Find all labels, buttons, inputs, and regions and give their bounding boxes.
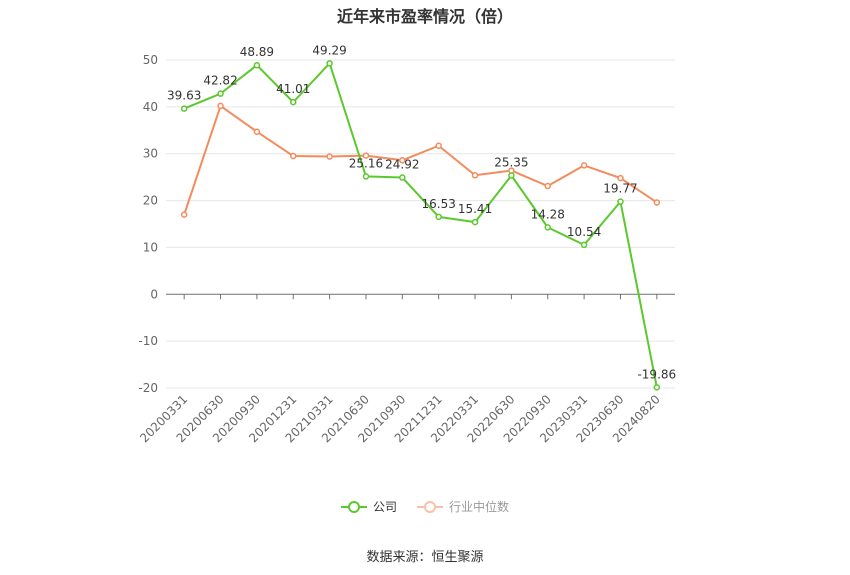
company-data-label: 25.16 bbox=[349, 156, 383, 170]
y-tick-label: 50 bbox=[143, 53, 158, 67]
legend-item-industry-median[interactable]: 行业中位数 bbox=[417, 498, 509, 515]
company-data-label: 14.28 bbox=[531, 207, 565, 221]
industry-median-point bbox=[217, 102, 224, 110]
company-data-label: 15.41 bbox=[458, 202, 492, 216]
y-tick-label: -10 bbox=[138, 334, 158, 348]
company-point bbox=[399, 174, 406, 181]
y-tick-label: 10 bbox=[143, 240, 158, 254]
legend-industry-label: 行业中位数 bbox=[449, 500, 510, 514]
legend-industry-symbol bbox=[417, 500, 443, 514]
company-data-label: 24.92 bbox=[385, 158, 419, 172]
company-data-label: 16.53 bbox=[421, 197, 455, 211]
legend-company-label: 公司 bbox=[372, 500, 397, 514]
company-point bbox=[217, 90, 224, 97]
legend: 公司 行业中位数 bbox=[0, 498, 850, 515]
legend-item-company[interactable]: 公司 bbox=[340, 498, 397, 515]
series bbox=[180, 60, 661, 391]
legend-company-symbol bbox=[340, 500, 367, 514]
company-data-label: 10.54 bbox=[567, 225, 601, 239]
company-data-label: 39.63 bbox=[167, 89, 201, 103]
industry-median-point bbox=[580, 162, 588, 169]
industry-median-point bbox=[362, 152, 370, 159]
company-point bbox=[580, 241, 588, 249]
industry-median-point bbox=[544, 182, 551, 190]
y-tick-label: 0 bbox=[150, 287, 158, 301]
industry-median-point bbox=[253, 128, 261, 135]
chart-title: 近年来市盈率情况（倍） bbox=[336, 7, 513, 26]
industry-median-point bbox=[617, 174, 624, 182]
company-point bbox=[435, 213, 442, 221]
industry-median-point bbox=[290, 152, 297, 160]
company-point bbox=[362, 173, 370, 180]
company-line bbox=[183, 62, 658, 388]
company-point bbox=[508, 172, 515, 179]
company-data-label: 49.29 bbox=[312, 43, 346, 57]
company-point bbox=[290, 98, 297, 106]
y-tick-label: 30 bbox=[143, 147, 158, 161]
company-data-label: 19.77 bbox=[603, 182, 637, 196]
company-data-label: 48.89 bbox=[240, 45, 274, 59]
company-data-label: 41.01 bbox=[276, 82, 310, 96]
industry-median-point bbox=[653, 199, 661, 206]
company-point bbox=[253, 61, 261, 69]
company-point bbox=[326, 60, 333, 67]
industry-median-point bbox=[326, 153, 333, 160]
company-point bbox=[471, 218, 479, 226]
industry-median-point bbox=[399, 157, 406, 164]
company-data-label: 42.82 bbox=[203, 74, 237, 88]
y-tick-label: 20 bbox=[143, 194, 158, 208]
industry-median-point bbox=[180, 211, 188, 218]
company-point bbox=[544, 224, 551, 231]
company-point bbox=[653, 384, 661, 391]
company-point bbox=[617, 198, 624, 205]
data-source: 数据来源：恒生聚源 bbox=[366, 550, 484, 565]
industry-median-point bbox=[471, 172, 479, 179]
y-tick-label: 40 bbox=[143, 100, 158, 114]
company-data-label: -19.86 bbox=[637, 367, 676, 381]
industry-median-line bbox=[183, 104, 658, 215]
y-tick-label: -20 bbox=[138, 381, 158, 395]
company-data-label: 25.35 bbox=[494, 156, 528, 170]
industry-median-point bbox=[435, 142, 442, 149]
company-point bbox=[180, 105, 188, 112]
